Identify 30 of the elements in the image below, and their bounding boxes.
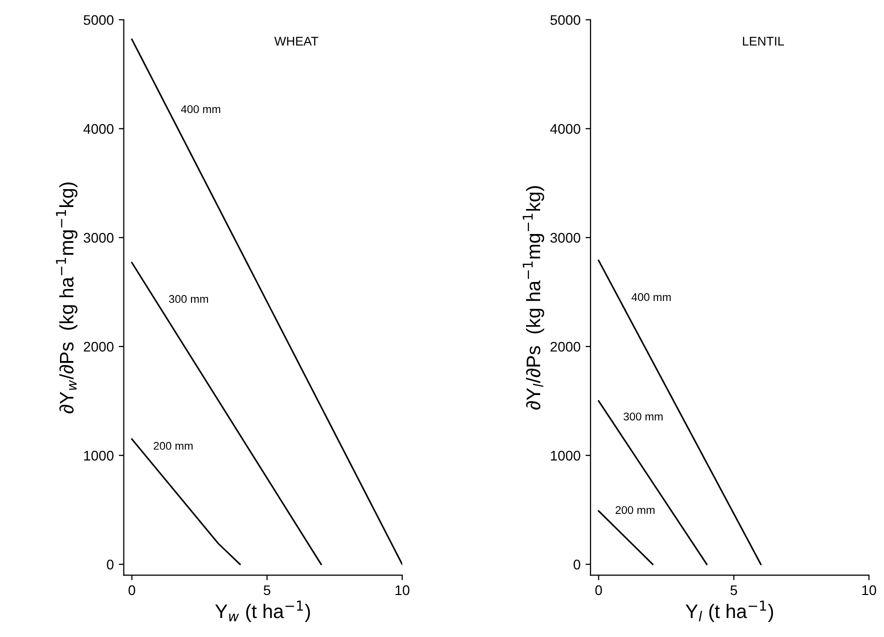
x-tick-label: 10 — [862, 585, 876, 596]
x-axis-title: Y$_{l}$ (t ha$^{−1}$) — [686, 600, 774, 622]
y-tick-label: 1000 — [84, 450, 114, 461]
x-tick-label: 0 — [595, 585, 602, 596]
series-label: 400 mm — [632, 293, 671, 302]
x-tick-label: 0 — [128, 585, 136, 596]
y-tick-label: 0 — [106, 560, 114, 570]
text: LENTIL — [742, 36, 784, 46]
series-label: 200 mm — [616, 506, 654, 514]
series-label: 400 mm — [181, 105, 220, 114]
y-tick-label: 0 — [574, 560, 580, 570]
x-axis-title: Y$_{w}$ (t ha$^{−1}$) — [215, 600, 310, 622]
x-tick-label: 10 — [396, 585, 410, 596]
y-tick-label: 2000 — [84, 342, 114, 352]
y-tick-label: 5000 — [84, 15, 114, 25]
y-tick-label: 4000 — [83, 124, 114, 134]
y-tick-label: 3000 — [84, 232, 114, 243]
series-label: 300 mm — [169, 295, 208, 303]
y-tick-label: 3000 — [550, 232, 580, 243]
series-label: 300 mm — [624, 412, 663, 420]
y-axis-title: ∂Y$_{l}$/∂Ps (kg ha$^{−1}$mg$^{−1}$kg) — [522, 186, 544, 410]
series-label: 200 mm — [154, 442, 193, 450]
y-tick-label: 5000 — [550, 15, 580, 25]
y-axis-title: ∂Y$_{w}$/∂Ps (kg ha$^{−1}$mg$^{−1}$kg) — [56, 182, 78, 414]
y-tick-label: 1000 — [550, 450, 580, 461]
x-tick-label: 5 — [730, 585, 738, 596]
y-tick-label: 2000 — [550, 342, 580, 352]
x-tick-label: 5 — [264, 585, 270, 596]
text: WHEAT — [274, 36, 318, 46]
y-tick-label: 4000 — [550, 124, 580, 134]
